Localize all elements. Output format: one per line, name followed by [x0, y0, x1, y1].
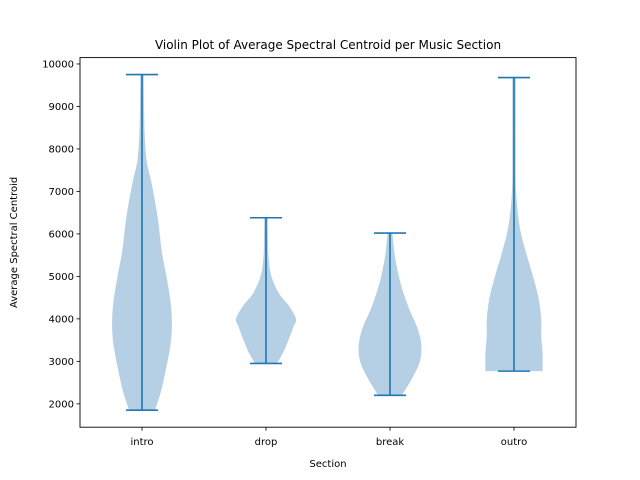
- y-axis-label: Average Spectral Centroid: [9, 177, 20, 308]
- y-tick-label: 4000: [49, 314, 74, 325]
- y-tick-label: 3000: [49, 357, 74, 368]
- y-tick-label: 8000: [49, 144, 74, 155]
- y-tick-label: 10000: [42, 59, 74, 70]
- y-tick-label: 6000: [49, 229, 74, 240]
- x-tick-label: drop: [255, 437, 278, 448]
- x-tick-label: outro: [501, 437, 527, 448]
- x-tick-label: intro: [130, 437, 153, 448]
- x-tick-label: break: [376, 437, 405, 448]
- axes-frame: [79, 57, 577, 428]
- y-tick-label: 5000: [49, 272, 74, 283]
- plot-area: [112, 73, 543, 412]
- y-tick-label: 7000: [49, 187, 74, 198]
- y-tick-label: 9000: [49, 102, 74, 113]
- y-tick-label: 2000: [49, 399, 74, 410]
- x-axis-label: Section: [309, 459, 346, 470]
- y-axis: 2000 3000 4000 5000 6000 7000 8000 9000 10000: [42, 59, 80, 410]
- x-axis: intro drop break outro: [130, 427, 527, 448]
- chart-title: Violin Plot of Average Spectral Centroid…: [155, 38, 501, 52]
